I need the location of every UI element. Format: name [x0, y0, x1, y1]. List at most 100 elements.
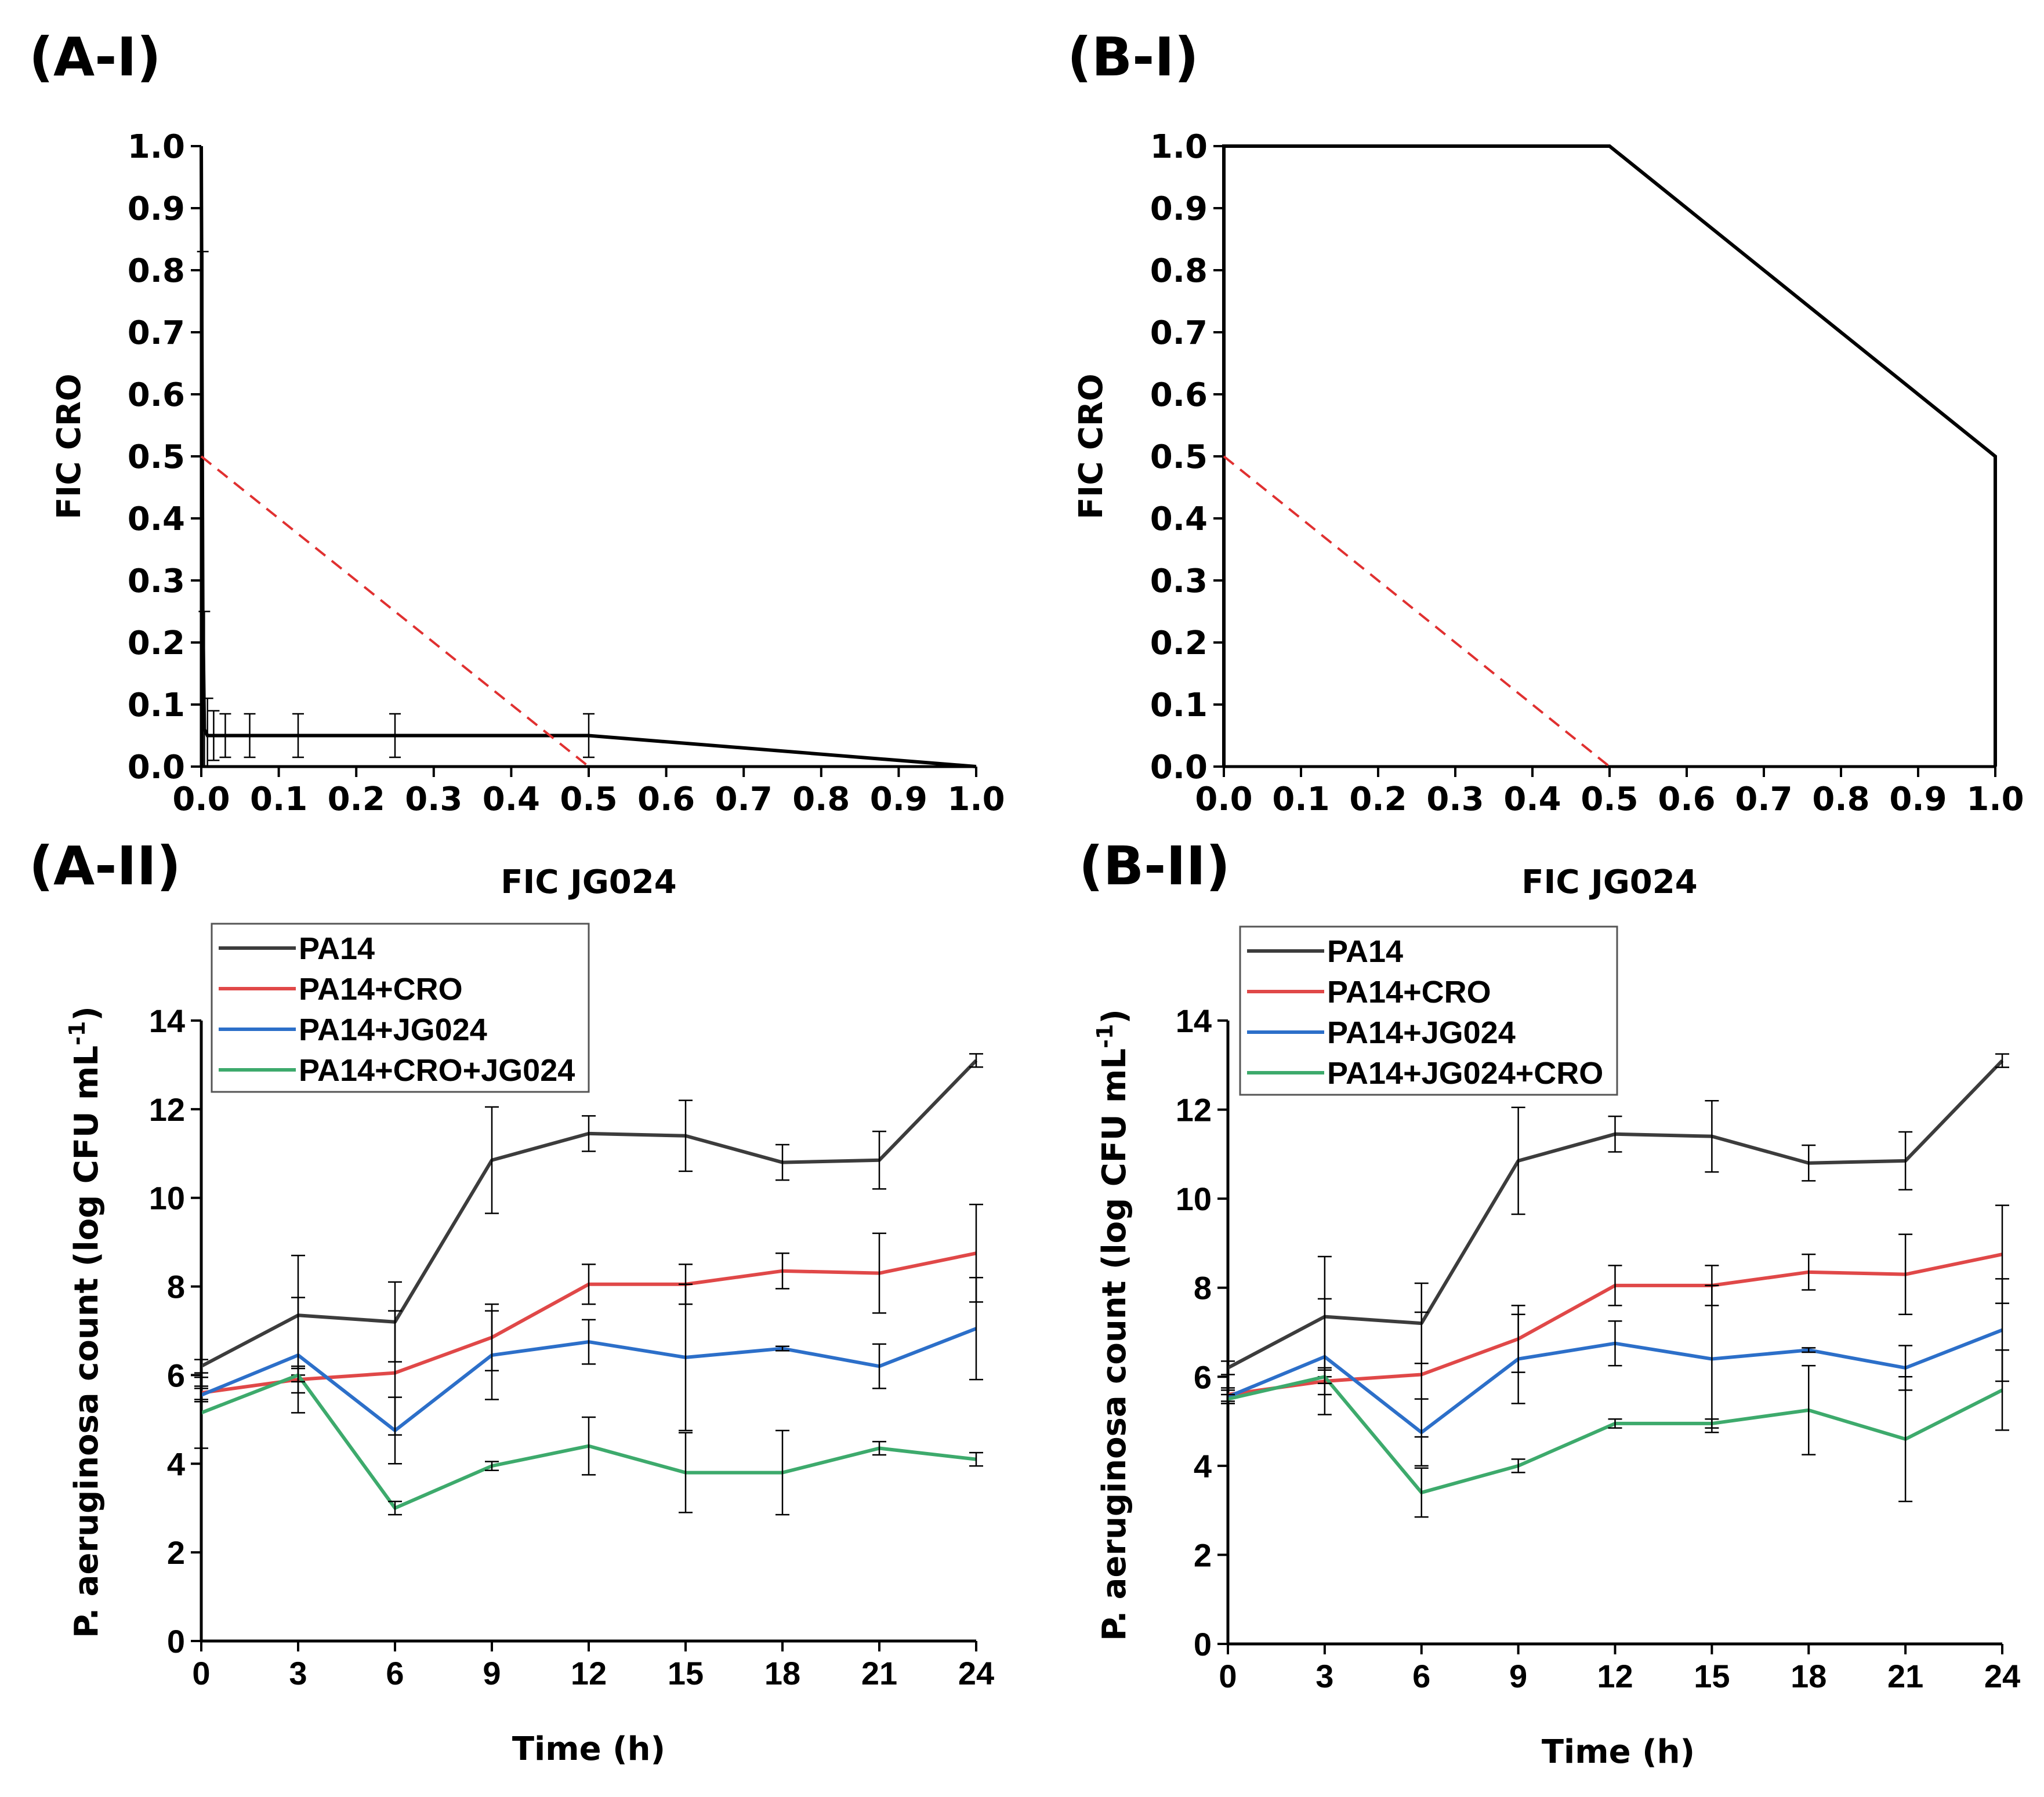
x-axis-title-a-ii: Time (h) — [512, 1730, 665, 1768]
legend-box-b-ii — [1239, 925, 1618, 1096]
x-tick-label-a-i: 0.3 — [405, 780, 462, 818]
x-tick-label-b-i: 0.5 — [1581, 780, 1638, 818]
y-tick-label-a-ii: 12 — [149, 1091, 185, 1128]
x-tick-label-a-ii: 9 — [483, 1655, 501, 1691]
x-axis-title-b-ii: Time (h) — [1542, 1733, 1695, 1771]
x-tick-label-a-i: 0.9 — [870, 780, 927, 818]
x-tick-label-a-ii: 15 — [668, 1655, 704, 1691]
y-axis-title-a-ii: P. aeruginosa count (log CFU mL-1) — [64, 1006, 106, 1638]
y-tick-label-b-ii: 14 — [1176, 1003, 1212, 1039]
x-tick-label-a-ii: 21 — [861, 1655, 897, 1691]
x-tick-label-a-i: 0.7 — [715, 780, 773, 818]
isobologram-line-b-i — [1222, 144, 1997, 767]
y-tick-label-b-i: 0.4 — [1150, 500, 1208, 538]
y-tick-label-b-i: 0.6 — [1150, 376, 1208, 414]
legend-label-pa14-a-ii: PA14 — [299, 931, 375, 966]
y-tick-label-b-ii: 6 — [1194, 1359, 1212, 1395]
y-tick-label-a-i: 0.9 — [128, 190, 185, 228]
isobologram-line-a-i — [200, 146, 977, 768]
panel-a-i: (A-I) FIC CRO 0.0 0.1 0.2 0.3 0.4 0.5 0.6 0.7 0.… — [29, 26, 1005, 818]
y-tick-label-b-i: 0.1 — [1150, 687, 1208, 724]
y-tick-label-a-ii: 8 — [167, 1269, 185, 1305]
y-tick-label-b-i: 1.0 — [1150, 128, 1208, 166]
y-tick-label-a-i: 1.0 — [128, 128, 185, 166]
plot-area-b-ii: 0 3 6 9 12 15 18 21 2402468101214PA14PA14+CROPA1… — [1176, 925, 2020, 1694]
x-tick-label-b-i: 0.9 — [1889, 780, 1947, 818]
y-tick-label-a-ii: 0 — [167, 1623, 185, 1660]
y-tick-label-a-i: 0.1 — [128, 687, 185, 724]
y-tick-label-a-ii: 4 — [167, 1446, 185, 1482]
y-tick-label-b-ii: 12 — [1176, 1092, 1212, 1128]
x-tick-label-b-i: 0.4 — [1503, 780, 1561, 818]
y-tick-label-a-i: 0.6 — [128, 376, 185, 414]
y-axis-title-b-i: FIC CRO — [1072, 373, 1110, 520]
y-axis-title-end-b-ii: ) — [1096, 1009, 1133, 1024]
y-tick-label-b-i: 0.2 — [1150, 625, 1208, 662]
y-tick-label-a-i: 0.3 — [128, 562, 185, 600]
legend-label-pa14-cro-jg024-a-ii: PA14+CRO+JG024 — [299, 1053, 575, 1088]
x-tick-label-a-ii: 0 — [192, 1655, 210, 1691]
x-tick-label-b-ii: 21 — [1887, 1658, 1923, 1694]
y-tick-label-a-ii: 2 — [167, 1534, 185, 1571]
y-tick-label-b-i: 0.7 — [1150, 314, 1208, 352]
x-tick-label-b-ii: 0 — [1219, 1658, 1237, 1694]
x-tick-label-a-i: 0.0 — [172, 780, 230, 818]
y-tick-label-a-i: 0.7 — [128, 314, 185, 352]
x-tick-label-b-ii: 15 — [1694, 1658, 1730, 1694]
x-tick-label-a-ii: 24 — [958, 1655, 994, 1691]
panel-label-a-ii: (A-II) — [29, 835, 181, 897]
panel-a-ii: (A-II) P. aeruginosa count (log CFU mL-1… — [29, 835, 994, 1768]
y-tick-label-b-ii: 2 — [1194, 1537, 1212, 1573]
y-tick-label-a-i: 0.4 — [128, 500, 185, 538]
x-tick-label-b-i: 1.0 — [1966, 780, 2024, 818]
additivity-line-b-i — [1223, 455, 1611, 768]
legend-box-a-ii — [211, 923, 590, 1093]
legend-label-pa14-b-ii: PA14 — [1327, 934, 1403, 969]
y-axis-title-b-ii: P. aeruginosa count (log CFU mL-1) — [1092, 1009, 1133, 1641]
x-tick-label-b-i: 0.1 — [1272, 780, 1329, 818]
y-tick-label-b-i: 0.3 — [1150, 562, 1208, 600]
y-tick-label-b-ii: 8 — [1194, 1270, 1212, 1306]
panel-label-b-ii: (B-II) — [1079, 835, 1230, 897]
y-tick-label-b-i: 0.8 — [1150, 252, 1208, 290]
y-tick-label-b-i: 0.5 — [1150, 438, 1208, 476]
x-axis-title-a-i: FIC JG024 — [501, 863, 676, 901]
x-tick-label-a-ii: 3 — [289, 1655, 307, 1691]
y-tick-label-b-i: 0.9 — [1150, 190, 1208, 228]
y-tick-label-a-ii: 14 — [149, 1003, 185, 1039]
x-tick-label-a-ii: 18 — [764, 1655, 800, 1691]
x-tick-label-a-i: 0.2 — [328, 780, 385, 818]
panel-b-ii: (B-II) P. aeruginosa count (log CFU mL-1… — [1079, 835, 2020, 1771]
x-tick-label-a-i: 0.8 — [792, 780, 850, 818]
x-tick-label-b-ii: 12 — [1597, 1658, 1633, 1694]
y-tick-label-b-ii: 0 — [1194, 1626, 1212, 1662]
x-tick-label-b-i: 0.6 — [1658, 780, 1715, 818]
y-axis-title-sup-a-ii: -1 — [64, 1021, 90, 1045]
y-axis-title-a-i: FIC CRO — [50, 373, 88, 520]
panel-b-i: (B-I) FIC CRO 0.0 0.1 0.2 0.3 0.4 0.5 0.6 0.7 0.… — [1067, 26, 2024, 818]
x-tick-label-a-i: 0.1 — [250, 780, 307, 818]
legend-label-pa14-cro-a-ii: PA14+CRO — [299, 972, 463, 1007]
panel-label-b-i: (B-I) — [1067, 26, 1199, 88]
legend-label-pa14-cro-b-ii: PA14+CRO — [1327, 975, 1491, 1010]
y-axis-title-main-b-ii: P. aeruginosa count (log CFU mL — [1096, 1048, 1133, 1641]
y-tick-label-b-i: 0.0 — [1150, 749, 1208, 786]
series-line-pa14-jg024-cro-b-ii — [1227, 1375, 2003, 1494]
plot-area-a-i: 0.0 0.1 0.2 0.3 0.4 0.5 0.6 0.7 0.8 0.9 1.0 0.0 0.1 0… — [128, 128, 1005, 818]
legend-label-pa14-jg024-b-ii: PA14+JG024 — [1327, 1015, 1516, 1050]
x-tick-label-b-i: 0.8 — [1812, 780, 1869, 818]
x-tick-label-b-i: 0.3 — [1426, 780, 1484, 818]
plot-area-b-i: 0.0 0.1 0.2 0.3 0.4 0.5 0.6 0.7 0.8 0.9 1.0 0.0 0.1 0… — [1150, 128, 2024, 818]
x-tick-label-b-ii: 3 — [1315, 1658, 1333, 1694]
y-axis-title-end-a-ii: ) — [68, 1006, 106, 1021]
x-tick-label-a-i: 0.6 — [637, 780, 695, 818]
y-tick-label-a-i: 0.2 — [128, 625, 185, 662]
legend-label-pa14-jg024-a-ii: PA14+JG024 — [299, 1012, 487, 1047]
y-tick-label-a-i: 0.5 — [128, 438, 185, 476]
x-tick-label-b-ii: 9 — [1509, 1658, 1527, 1694]
y-tick-label-a-i: 0.0 — [128, 749, 185, 786]
y-tick-label-a-ii: 6 — [167, 1357, 185, 1393]
x-tick-label-b-i: 0.7 — [1735, 780, 1792, 818]
y-tick-label-b-ii: 4 — [1194, 1448, 1212, 1484]
